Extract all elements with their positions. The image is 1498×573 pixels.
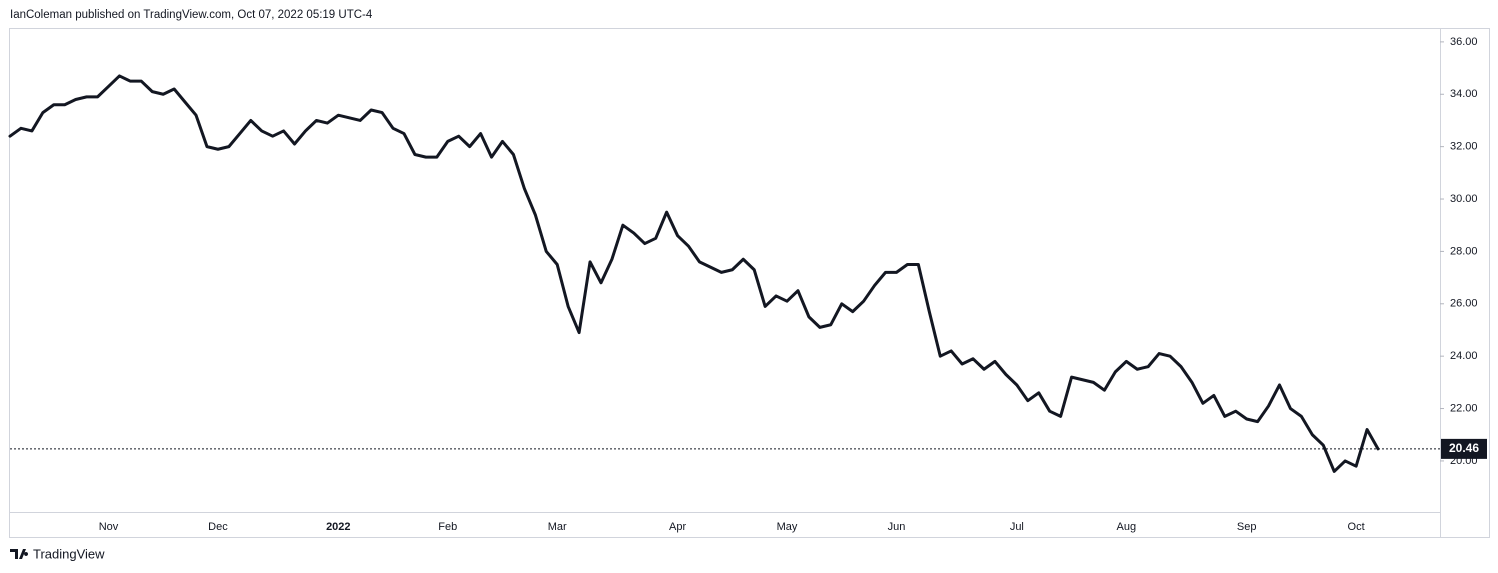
x-tick-label: Mar [548, 521, 567, 533]
price-line [8, 74, 1380, 473]
x-tick-label: Apr [669, 521, 686, 533]
chart-frame [9, 28, 1490, 538]
x-tick-label: Nov [99, 521, 119, 533]
footer-brand: TradingView [33, 546, 105, 561]
y-tick-label: 30.00 [1450, 193, 1478, 205]
x-tick-label: Feb [438, 521, 457, 533]
y-tick-label: 36.00 [1450, 36, 1478, 48]
tradingview-logo [10, 549, 29, 559]
x-tick-label: 2022 [326, 521, 350, 533]
x-tick-label: Jun [888, 521, 906, 533]
x-tick-label: Sep [1237, 521, 1257, 533]
x-tick-label: Jul [1010, 521, 1024, 533]
x-tick-label: Oct [1348, 521, 1365, 533]
last-price-label: 20.46 [1449, 441, 1479, 455]
y-tick-label: 32.00 [1450, 141, 1478, 153]
publisher-line: IanColeman published on TradingView.com,… [10, 9, 373, 21]
last-price-box [1441, 438, 1487, 459]
logo-icon [10, 549, 29, 559]
y-tick-label: 22.00 [1450, 402, 1478, 414]
x-tick-label: Dec [208, 521, 228, 533]
x-tick-label: Aug [1116, 521, 1136, 533]
y-tick-label: 28.00 [1450, 245, 1478, 257]
x-tick-label: May [777, 521, 798, 533]
y-tick-label: 24.00 [1450, 350, 1478, 362]
y-tick-label: 26.00 [1450, 298, 1478, 310]
y-tick-label: 34.00 [1450, 88, 1478, 100]
